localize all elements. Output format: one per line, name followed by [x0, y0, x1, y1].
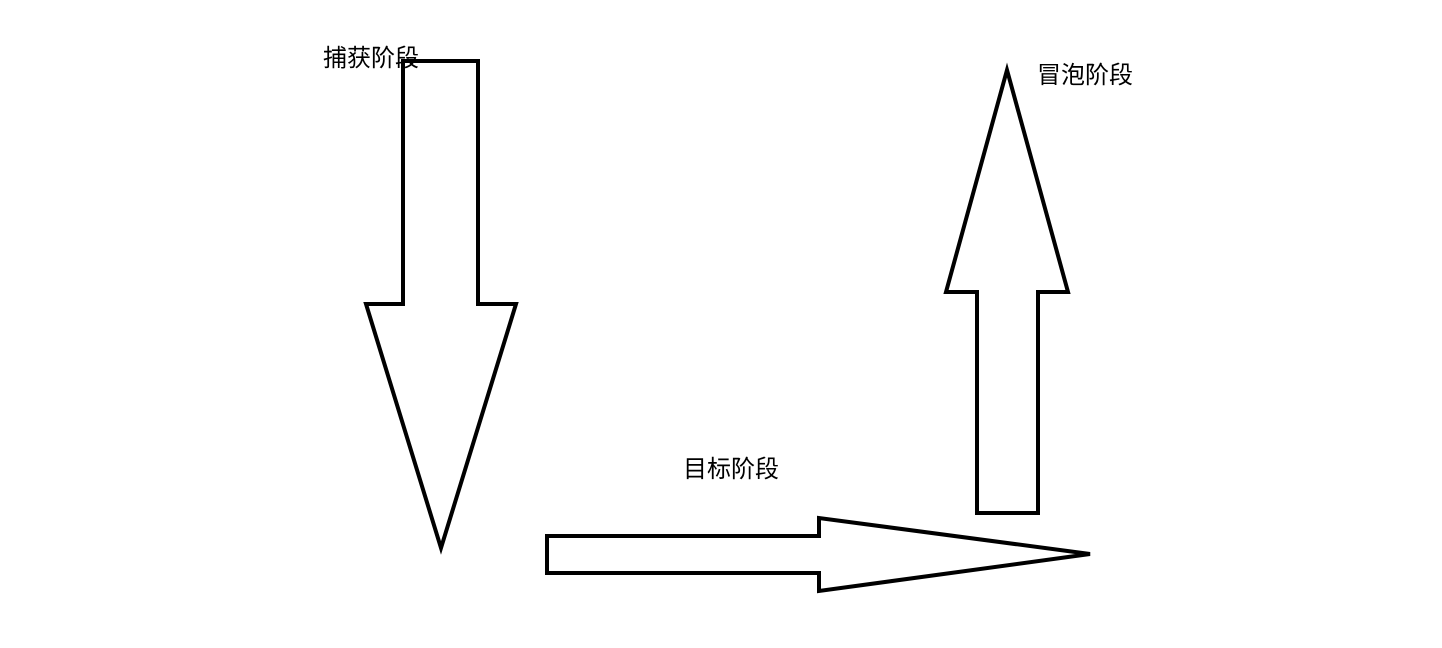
capture-stage-label: 捕获阶段: [323, 44, 419, 72]
bubble-arrow-up: [943, 62, 1071, 515]
capture-arrow-down: [363, 59, 519, 555]
bubble-stage-label: 冒泡阶段: [1037, 61, 1133, 89]
target-stage-label: 目标阶段: [683, 455, 779, 483]
target-arrow-right: [545, 515, 1091, 594]
